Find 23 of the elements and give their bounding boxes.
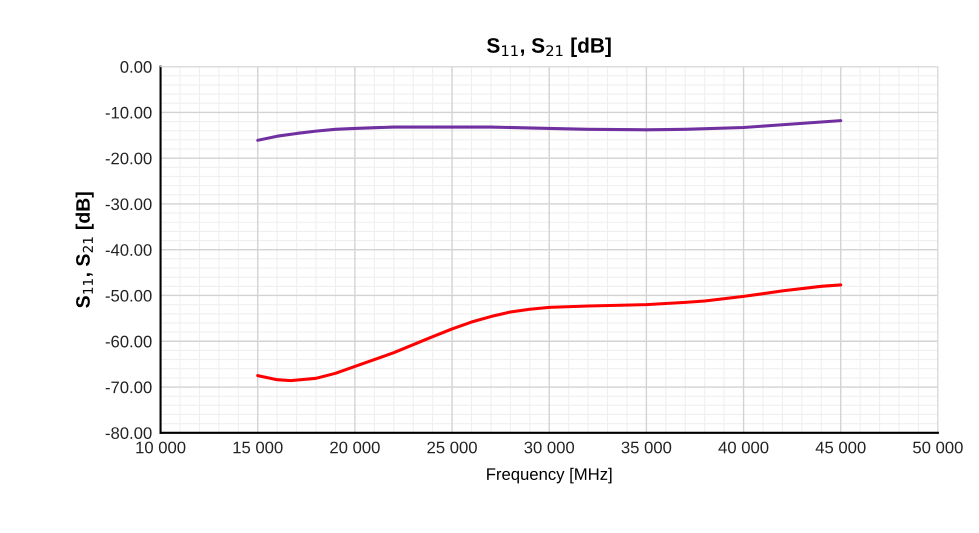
x-tick-label: 45 000 xyxy=(816,442,866,454)
y-tick-label: -60.00 xyxy=(106,336,152,348)
y-tick-label: -10.00 xyxy=(106,106,152,119)
y-tick-label: -20.00 xyxy=(106,152,152,164)
x-tick-label: 10 000 xyxy=(136,442,186,454)
chart-title: S$_{11}$, S$_{21}$ [dB] xyxy=(487,38,611,57)
x-tick-label: 50 000 xyxy=(913,442,963,454)
x-tick-label: 25 000 xyxy=(427,442,477,454)
x-tick-label: 40 000 xyxy=(718,442,768,454)
y-tick-label: -70.00 xyxy=(106,381,152,394)
y-tick-label: -80.00 xyxy=(106,427,152,439)
y-axis-title: S$_{11}$, S$_{21}$ [dB] xyxy=(76,192,94,308)
y-tick-label: -30.00 xyxy=(106,198,152,210)
x-axis-title: Frequency [MHz] xyxy=(487,468,612,484)
x-tick-label: 35 000 xyxy=(622,442,672,454)
y-tick-label: -40.00 xyxy=(106,244,152,256)
y-tick-label: -50.00 xyxy=(106,290,152,302)
line-series xyxy=(256,283,842,382)
x-tick-label: 20 000 xyxy=(330,442,380,454)
x-tick-label: 30 000 xyxy=(524,442,574,454)
line-series xyxy=(256,119,842,142)
y-tick-label: 0.00 xyxy=(120,61,152,73)
x-tick-label: 15 000 xyxy=(234,442,283,454)
